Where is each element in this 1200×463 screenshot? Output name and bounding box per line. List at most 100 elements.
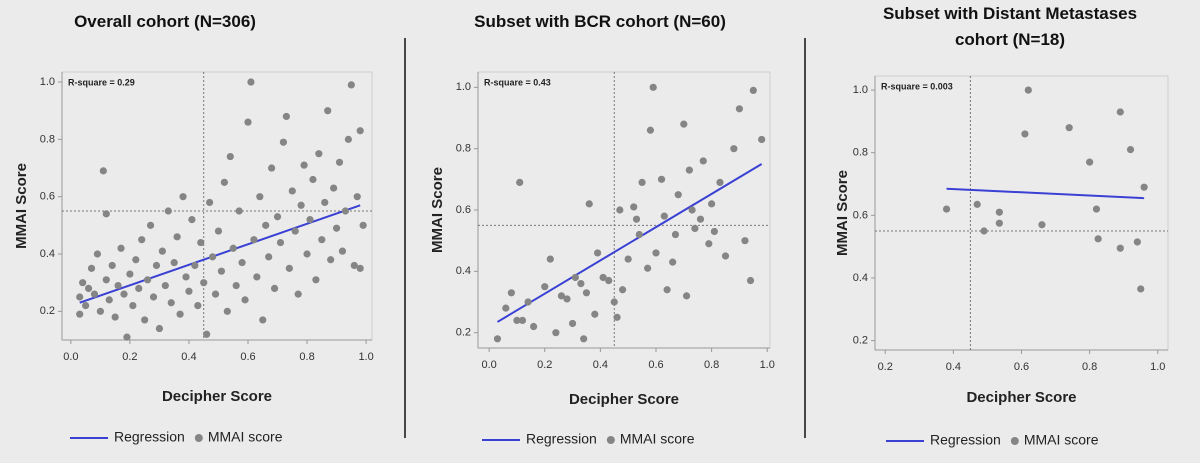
point <box>705 240 713 248</box>
point <box>568 319 577 328</box>
point <box>87 264 96 272</box>
point <box>324 107 332 115</box>
point <box>347 81 355 89</box>
point <box>146 221 155 229</box>
point <box>270 284 279 293</box>
point <box>161 281 169 290</box>
point <box>123 333 131 341</box>
point <box>105 296 113 304</box>
point <box>350 261 358 270</box>
x-tick-label: 0.8 <box>299 351 314 363</box>
point <box>99 167 107 175</box>
point <box>247 78 255 86</box>
point <box>557 292 566 300</box>
point <box>599 273 607 282</box>
point <box>315 150 323 158</box>
x-tick-label: 0.8 <box>704 359 719 371</box>
point <box>273 213 282 221</box>
point <box>194 302 202 310</box>
point <box>268 164 276 172</box>
point <box>710 227 718 236</box>
point <box>241 296 249 304</box>
x-tick-label: 0.6 <box>648 359 663 371</box>
point <box>1140 183 1148 191</box>
point <box>206 198 214 207</box>
point <box>649 83 657 91</box>
legend-swatch <box>606 436 615 444</box>
point <box>232 281 240 290</box>
y-tick-label: 0.2 <box>40 305 55 317</box>
x-tick-label: 0.2 <box>878 361 893 373</box>
y-tick-label: 0.4 <box>40 248 55 260</box>
point <box>203 330 211 338</box>
point <box>646 126 655 134</box>
point <box>141 316 149 324</box>
point <box>79 279 87 287</box>
point <box>691 224 699 232</box>
point <box>619 286 627 294</box>
point <box>741 237 749 245</box>
point <box>1116 244 1124 252</box>
point <box>327 256 335 264</box>
y-tick-label: 0.8 <box>853 147 868 159</box>
legend-label: MMAI score <box>1024 432 1099 448</box>
point <box>1024 86 1032 94</box>
point <box>265 253 273 261</box>
point <box>149 293 158 301</box>
point <box>338 247 347 255</box>
point <box>90 290 99 298</box>
x-tick-label: 1.0 <box>358 351 373 363</box>
point <box>182 273 190 281</box>
chart-title: Overall cohort (N=306) <box>74 12 256 31</box>
point <box>152 261 161 270</box>
point <box>513 316 521 324</box>
point <box>696 215 705 223</box>
point <box>582 289 591 297</box>
point <box>82 302 90 310</box>
point <box>577 280 585 288</box>
point <box>226 152 234 161</box>
y-axis-label: MMAI Score <box>429 167 446 253</box>
x-tick-label: 1.0 <box>760 359 775 371</box>
legend-swatch <box>194 434 203 442</box>
point <box>335 158 344 166</box>
point <box>285 264 293 272</box>
point <box>942 205 951 213</box>
point <box>256 193 264 201</box>
x-tick-label: 1.0 <box>1150 361 1165 373</box>
point <box>669 258 677 266</box>
point <box>973 200 981 208</box>
point <box>282 112 290 121</box>
point <box>155 324 164 333</box>
point <box>138 236 146 244</box>
x-tick-label: 0.4 <box>593 359 608 371</box>
point <box>309 175 317 184</box>
point <box>546 255 554 263</box>
point <box>1021 130 1029 138</box>
point <box>630 203 638 211</box>
point <box>663 286 671 294</box>
x-tick-label: 0.4 <box>181 351 196 363</box>
annotation: R-square = 0.003 <box>881 81 953 91</box>
point <box>580 335 588 343</box>
point <box>359 221 367 229</box>
legend-label: Regression <box>930 432 1001 448</box>
point <box>330 184 338 192</box>
point <box>297 201 305 209</box>
point <box>571 273 579 282</box>
y-tick-label: 0.8 <box>456 143 471 155</box>
point <box>126 270 134 278</box>
point <box>671 230 680 239</box>
y-tick-label: 0.2 <box>456 327 471 339</box>
point <box>170 259 178 267</box>
point <box>262 221 270 229</box>
x-tick-label: 0.0 <box>481 359 496 371</box>
point <box>605 276 613 285</box>
point <box>132 256 140 264</box>
chart-title: Subset with Distant Metastases cohort (N… <box>882 4 1138 49</box>
point <box>102 276 110 284</box>
point <box>616 206 624 214</box>
point <box>1065 124 1073 132</box>
legend-label: Regression <box>526 431 597 447</box>
point <box>96 307 104 315</box>
